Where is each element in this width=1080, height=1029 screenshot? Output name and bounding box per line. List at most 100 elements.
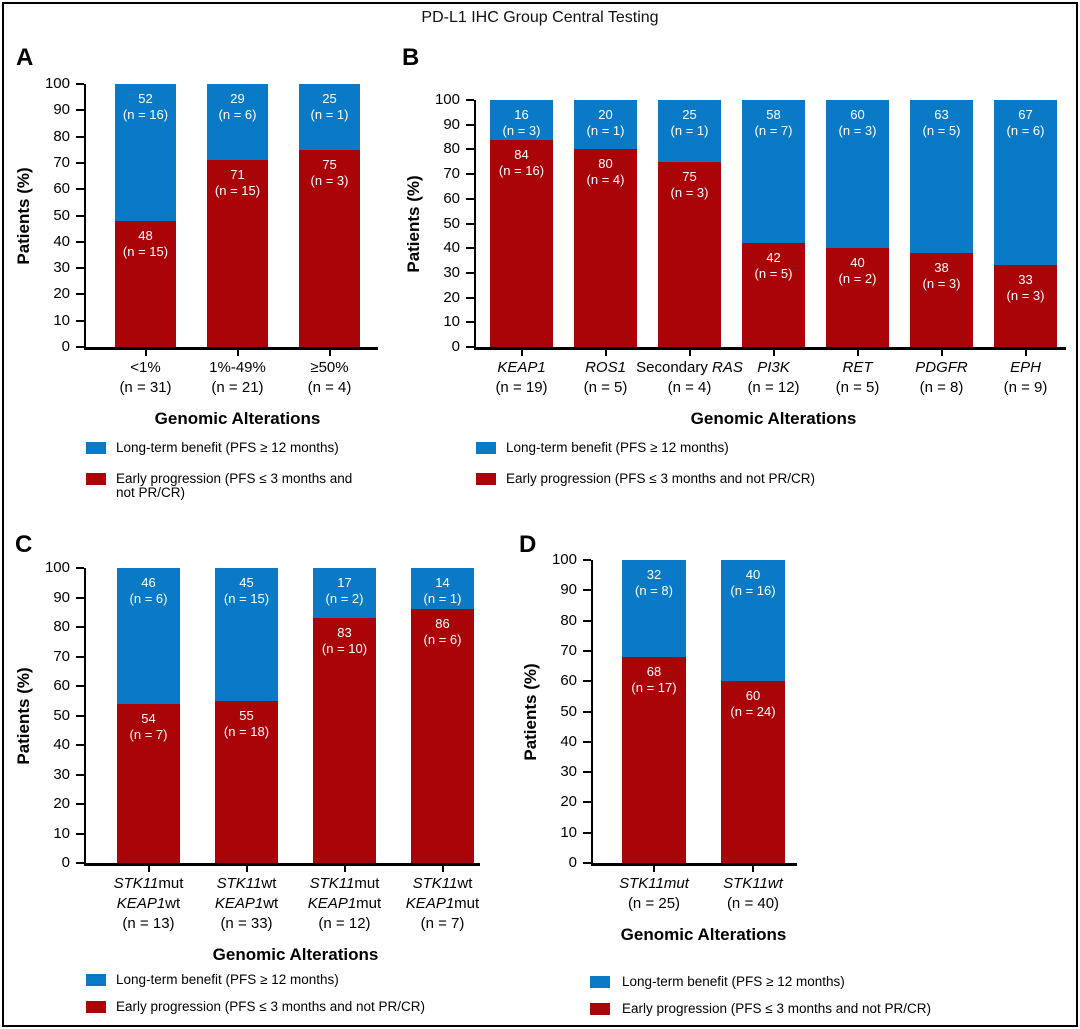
x-category-label-b: PDGFR (n = 8) [915,358,968,398]
x-category-label-b: RET (n = 5) [836,358,880,398]
bar-segment-early-progression [215,700,278,863]
y-axis-title-d: Patients (%) [521,662,540,761]
bar-percent: 68 [646,663,662,679]
bar-count: (n = 8) [635,583,673,598]
x-tick-a [144,350,147,356]
y-tick-c [76,685,84,687]
bar-count: (n = 18) [223,723,270,739]
bar-percent: 42 [766,250,781,266]
x-category-line: STK11wt [412,875,473,892]
bar-segment-early-progression [115,220,176,347]
y-tick-b [466,271,474,274]
bar-segment-long-term-benefit [411,568,474,610]
legend-label-long-term-benefit: Long-term benefit (PFS ≥ 12 months) [506,440,729,455]
x-category-label-c: STK11wt KEAP1wt (n = 33) [215,874,278,934]
y-tick-d [583,801,591,804]
bar-count: (n = 15) [223,591,270,606]
legend-swatch-early-progression [476,473,496,485]
y-tick-label-b: 30 [443,263,460,281]
bar-count: (n = 15) [122,243,169,259]
bar-value-label-red: 38 (n = 3) [898,260,985,292]
y-tick-label-c: 70 [53,647,70,665]
x-tick-b [772,350,775,356]
y-tick-label-d: 50 [560,702,577,720]
legend-swatch-early-progression [590,1003,610,1015]
y-tick-b [466,123,474,126]
bar-percent: 75 [682,168,697,184]
x-category-line: (n = 5) [583,379,628,396]
y-tick-label-b: 70 [443,165,460,183]
x-tick-a [328,350,331,356]
legend-swatch-early-progression [86,473,106,485]
bar-segment-early-progression [299,149,360,347]
bar-count: (n = 24) [730,704,776,720]
bar-percent: 86 [435,616,450,632]
y-tick-label-d: 60 [560,672,577,690]
x-axis-title-c: Genomic Alterations [212,945,379,964]
x-axis-c [84,863,480,866]
bar-count: (n = 2) [838,271,877,287]
bar-value-label-red: 60 (n = 24) [709,688,797,720]
bar-count: (n = 7) [754,123,793,138]
bar-value-label-red: 75 (n = 3) [646,169,733,201]
bar-value-label-blue: 60 (n = 3) [814,107,901,139]
y-tick-label-c: 80 [53,618,70,635]
bar-value-label-red: 71 (n = 15) [195,167,280,199]
y-tick-label-c: 30 [53,765,70,783]
bar-segment-early-progression [313,618,376,863]
bar-value-label-red: 80 (n = 4) [562,156,649,188]
bar-segment-early-progression [742,243,805,347]
bar-segment-early-progression [622,656,686,863]
x-category-line: (n = 12) [318,915,371,932]
y-tick-label-a: 0 [61,338,70,355]
bar-value-label-blue: 17 (n = 2) [301,575,388,607]
bar-percent: 60 [745,688,761,704]
x-axis-a [84,347,378,350]
bar-count: (n = 6) [129,591,168,606]
y-tick-label-c: 60 [53,677,70,694]
y-tick-c [76,626,84,628]
x-category-label-d: STK11wt (n = 40) [723,874,783,914]
x-axis-d [591,863,797,866]
y-tick-d [583,710,591,713]
bar-value-label-red: 75 (n = 3) [287,157,372,189]
y-tick-label-a: 60 [53,180,70,198]
bar-count: (n = 5) [754,266,793,282]
y-tick-label-c: 40 [53,736,70,753]
bar-count: (n = 17) [631,679,677,695]
x-category-line: 1%-49% [209,359,266,376]
y-tick-b [466,222,474,225]
x-category-line: (n = 19) [495,379,548,396]
y-tick-label-c: 0 [61,854,70,871]
y-tick-label-a: 80 [53,127,70,145]
x-category-line: EPH [1010,359,1041,376]
x-category-line: KEAP1mut [307,895,382,912]
x-category-line: PI3K [757,359,790,376]
bar-segment-long-term-benefit [215,568,278,701]
x-axis-title-d: Genomic Alterations [620,925,787,944]
bar-segment-early-progression [721,681,785,863]
y-axis-d [591,560,593,863]
legend-swatch-long-term-benefit [590,976,610,988]
x-category-line: (n = 4) [667,379,712,396]
bar-segment-early-progression [994,265,1057,347]
bar-count: (n = 1) [586,123,625,138]
y-tick-d [583,559,591,561]
bar-segment-long-term-benefit [115,84,176,221]
bar-percent: 58 [766,107,781,122]
y-tick-a [76,83,84,85]
bar-percent: 54 [141,710,156,726]
x-tick-d [653,866,655,872]
bar-value-label-red: 54 (n = 7) [105,711,192,743]
legend-swatch-long-term-benefit [86,974,106,986]
y-tick-label-a: 100 [44,75,70,92]
bar-value-label-blue: 40 (n = 16) [709,567,797,599]
y-axis-title-a: Patients (%) [14,166,33,265]
y-tick-d [583,680,591,683]
panel-letter-b: B [402,44,420,71]
y-tick-d [583,771,591,774]
bar-count: (n = 3) [310,172,349,188]
y-tick-d [583,862,591,864]
x-category-line: (n = 25) [627,895,681,912]
y-tick-c [76,803,84,805]
